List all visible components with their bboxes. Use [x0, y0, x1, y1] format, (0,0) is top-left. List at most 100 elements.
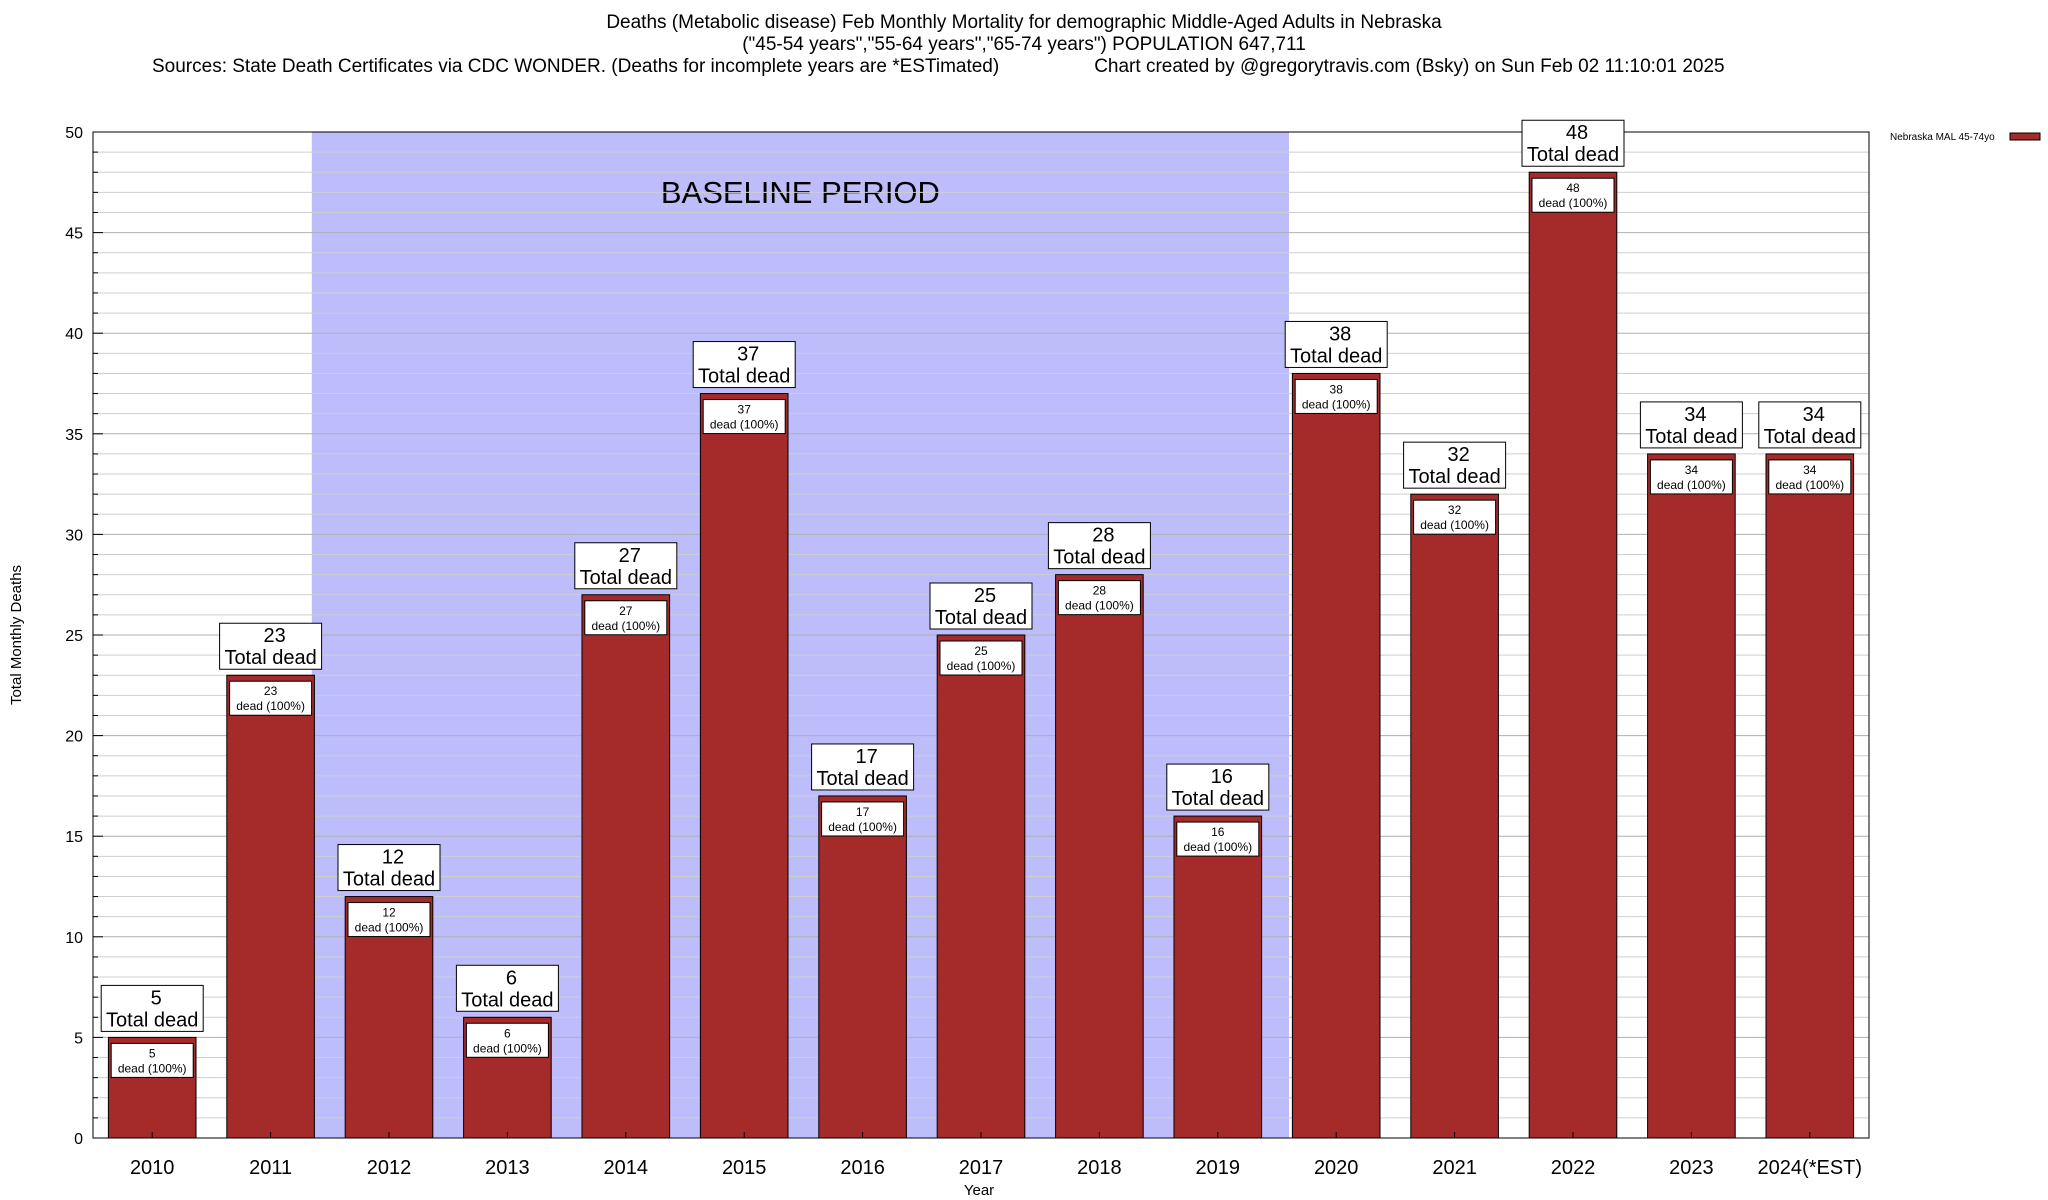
inner-label-box: [1649, 459, 1733, 495]
bar-2022: [1528, 171, 1618, 1139]
x-tick-label: 2013: [485, 1157, 530, 1179]
y-tick-label: 5: [74, 1030, 83, 1047]
inner-value-label: 27: [619, 604, 633, 618]
bar-2018: [1055, 574, 1144, 1139]
chart-title: Deaths (Metabolic disease) Feb Monthly M…: [606, 12, 1442, 33]
x-axis-label: Year: [964, 1182, 994, 1199]
inner-label-box: [1294, 378, 1378, 414]
total-dead-label: Total dead: [1408, 466, 1500, 488]
bar-2014: [581, 594, 671, 1139]
total-label-box: [1639, 401, 1743, 449]
y-tick-label: 20: [65, 729, 83, 746]
y-tick-label: 0: [74, 1131, 83, 1148]
inner-percent-label: dead (100%): [947, 659, 1016, 673]
inner-percent-label: dead (100%): [710, 418, 779, 432]
inner-label-box: [939, 640, 1023, 676]
x-tick-label: 2021: [1432, 1157, 1477, 1179]
inner-value-label: 5: [149, 1046, 156, 1060]
inner-percent-label: dead (100%): [236, 699, 305, 713]
total-value-label: 12: [382, 847, 404, 869]
bar-2015: [699, 393, 789, 1139]
total-value-label: 34: [1684, 404, 1706, 426]
total-value-label: 34: [1803, 404, 1825, 426]
inner-label-box: [229, 680, 313, 716]
x-tick-label: 2024(*EST): [1758, 1157, 1863, 1179]
bar-2020: [1291, 372, 1381, 1139]
inner-percent-label: dead (100%): [355, 921, 424, 935]
chart-header: Deaths (Metabolic disease) Feb Monthly M…: [0, 12, 2048, 78]
x-tick-label: 2023: [1669, 1157, 1714, 1179]
total-dead-label: Total dead: [935, 607, 1027, 629]
bar-2017: [936, 634, 1026, 1139]
inner-percent-label: dead (100%): [118, 1061, 187, 1075]
inner-label-box: [702, 399, 786, 435]
inner-percent-label: dead (100%): [591, 619, 660, 633]
legend-swatch: [2009, 132, 2041, 141]
y-tick-label: 10: [65, 930, 83, 947]
total-value-label: 5: [151, 987, 162, 1009]
inner-value-label: 12: [382, 906, 396, 920]
inner-value-label: 34: [1685, 463, 1699, 477]
inner-label-box: [1057, 580, 1141, 616]
total-dead-label: Total dead: [1527, 144, 1619, 166]
total-label-box: [811, 743, 915, 791]
total-dead-label: Total dead: [580, 567, 672, 589]
total-label-box: [1521, 119, 1625, 167]
x-tick-label: 2012: [367, 1157, 412, 1179]
total-dead-label: Total dead: [698, 366, 790, 388]
total-label-box: [455, 964, 559, 1012]
x-tick-label: 2011: [249, 1157, 292, 1179]
inner-percent-label: dead (100%): [1775, 478, 1844, 492]
total-value-label: 37: [737, 344, 759, 366]
total-value-label: 48: [1566, 122, 1588, 144]
inner-label-box: [347, 902, 431, 938]
total-dead-label: Total dead: [1053, 547, 1145, 569]
inner-label-box: [1176, 821, 1260, 857]
y-tick-label: 25: [65, 628, 83, 645]
chart-sources-line: Sources: State Death Certificates via CD…: [152, 56, 2048, 78]
total-label-box: [337, 844, 441, 892]
chart-sources: Sources: State Death Certificates via CD…: [152, 56, 1000, 77]
inner-value-label: 48: [1566, 181, 1580, 195]
bar-2011: [226, 674, 315, 1139]
total-value-label: 27: [619, 545, 641, 567]
inner-value-label: 17: [856, 805, 870, 819]
total-label-box: [929, 582, 1033, 630]
total-value-label: 25: [974, 585, 996, 607]
total-value-label: 32: [1447, 444, 1469, 466]
inner-label-box: [1768, 459, 1852, 495]
inner-value-label: 16: [1211, 825, 1225, 839]
total-value-label: 17: [855, 746, 877, 768]
bar-2024(*EST): [1765, 453, 1855, 1139]
total-dead-label: Total dead: [1645, 426, 1737, 448]
total-dead-label: Total dead: [1290, 345, 1382, 367]
bar-2021: [1410, 493, 1499, 1139]
y-tick-label: 50: [65, 125, 83, 142]
inner-value-label: 6: [504, 1026, 511, 1040]
total-label-box: [574, 542, 678, 590]
inner-value-label: 38: [1330, 382, 1344, 396]
inner-label-box: [110, 1042, 194, 1078]
chart-subtitle: ("45-54 years","55-64 years","65-74 year…: [742, 34, 1306, 55]
inner-value-label: 25: [974, 644, 988, 658]
inner-value-label: 23: [264, 684, 278, 698]
inner-percent-label: dead (100%): [473, 1041, 542, 1055]
total-dead-label: Total dead: [1172, 788, 1264, 810]
total-label-box: [692, 341, 796, 389]
bar-2023: [1647, 453, 1736, 1139]
total-value-label: 6: [506, 967, 517, 989]
total-label-box: [1166, 763, 1270, 811]
x-tick-label: 2022: [1551, 1157, 1596, 1179]
total-label-box: [1758, 401, 1862, 449]
inner-percent-label: dead (100%): [1420, 518, 1489, 532]
total-value-label: 38: [1329, 323, 1351, 345]
bar-2019: [1173, 815, 1263, 1139]
y-tick-label: 30: [65, 527, 83, 544]
total-dead-label: Total dead: [1764, 426, 1856, 448]
inner-label-box: [1531, 177, 1615, 213]
inner-value-label: 32: [1448, 503, 1462, 517]
y-axis-label: Total Monthly Deaths: [8, 565, 25, 705]
chart-credit: Chart created by @gregorytravis.com (Bsk…: [1094, 56, 1725, 77]
inner-value-label: 34: [1803, 463, 1817, 477]
total-label-box: [219, 622, 323, 670]
